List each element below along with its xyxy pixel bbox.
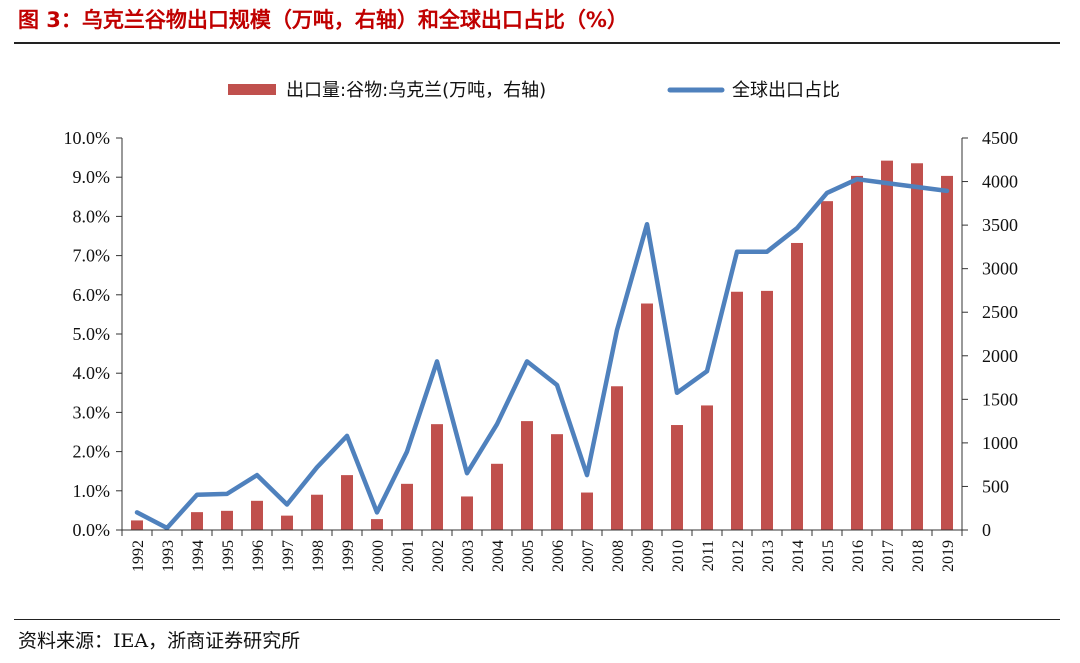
line-series (134, 176, 950, 531)
x-tick-label: 2011 (700, 540, 717, 571)
right-tick-label: 4500 (982, 128, 1018, 148)
x-tick-label: 2009 (640, 540, 657, 572)
left-tick-label: 3.0% (73, 402, 111, 422)
bar-2015 (821, 201, 833, 530)
x-tick-label: 1997 (280, 540, 297, 572)
left-tick-label: 8.0% (73, 206, 111, 226)
legend-label-line: 全球出口占比 (732, 80, 840, 101)
bar-2001 (401, 483, 413, 530)
left-tick-label: 7.0% (73, 246, 111, 266)
legend: 出口量:谷物:乌克兰(万吨，右轴) 全球出口占比 (228, 80, 840, 101)
x-tick-label: 1996 (250, 540, 267, 572)
x-tick-label: 2010 (670, 540, 687, 572)
bar-2007 (581, 492, 593, 530)
bar-2010 (671, 425, 683, 530)
bar-2003 (461, 496, 473, 530)
legend-label-bars: 出口量:谷物:乌克兰(万吨，右轴) (286, 80, 546, 101)
left-tick-label: 9.0% (73, 167, 111, 187)
bar-2008 (611, 386, 623, 530)
bar-2009 (641, 303, 653, 530)
footer-divider (14, 619, 1060, 620)
x-tick-label: 2001 (400, 540, 417, 572)
x-tick-label: 2015 (820, 540, 837, 572)
x-tick-label: 2014 (790, 540, 807, 572)
left-tick-label: 10.0% (64, 128, 111, 148)
legend-swatch-bars (228, 84, 276, 95)
bar-1994 (191, 512, 203, 530)
x-tick-label: 2004 (490, 540, 507, 572)
x-tick-label: 2019 (940, 540, 957, 572)
right-tick-label: 1500 (982, 389, 1018, 409)
right-tick-label: 3000 (982, 259, 1018, 279)
right-tick-label: 500 (982, 476, 1009, 496)
x-tick-label: 2003 (460, 540, 477, 572)
bar-2019 (941, 175, 953, 531)
chart-title: 图 3：乌克兰谷物出口规模（万吨，右轴）和全球出口占比（%） (18, 8, 628, 32)
bar-series (131, 160, 953, 531)
x-tick-label: 2005 (520, 540, 537, 572)
x-tick-label: 2006 (550, 540, 567, 572)
x-tick-label: 2018 (910, 540, 927, 572)
bar-2006 (551, 434, 563, 530)
right-tick-label: 2500 (982, 302, 1018, 322)
right-tick-label: 1000 (982, 433, 1018, 453)
title-divider (14, 42, 1060, 44)
x-tick-label: 2017 (880, 540, 897, 572)
bar-2014 (791, 242, 803, 531)
bar-2002 (431, 424, 443, 530)
bar-2011 (701, 405, 713, 530)
bar-2016 (851, 175, 863, 531)
bar-2005 (521, 421, 533, 530)
right-tick-label: 0 (982, 520, 991, 540)
source-note: 资料来源：IEA，浙商证券研究所 (18, 630, 301, 652)
bar-1999 (341, 475, 353, 530)
share-line (134, 176, 950, 531)
bar-1992 (131, 520, 143, 530)
x-tick-label: 2007 (580, 540, 597, 572)
left-tick-label: 5.0% (73, 324, 111, 344)
x-tick-label: 2012 (730, 540, 747, 572)
bar-1998 (311, 494, 323, 530)
x-tick-label: 2016 (850, 540, 867, 572)
left-tick-label: 0.0% (73, 520, 111, 540)
x-tick-label: 2013 (760, 540, 777, 572)
x-tick-label: 2008 (610, 540, 627, 572)
left-tick-label: 4.0% (73, 363, 111, 383)
bar-2012 (731, 291, 743, 530)
left-tick-label: 2.0% (73, 442, 111, 462)
x-tick-label: 1993 (160, 540, 177, 572)
chart-canvas: 出口量:谷物:乌克兰(万吨，右轴) 全球出口占比 0.0% 1.0% 2.0% 3.0%… (64, 80, 1019, 572)
right-tick-label: 4000 (982, 172, 1018, 192)
bar-1995 (221, 510, 233, 530)
x-tick-label: 1999 (340, 540, 357, 572)
x-tick-label: 1995 (220, 540, 237, 572)
axes: 0.0% 1.0% 2.0% 3.0% 4.0% 5.0% 6.0% 7.0% 8.0% 9.0%… (64, 128, 1019, 572)
right-tick-label: 3500 (982, 215, 1018, 235)
x-tick-label: 1994 (190, 540, 207, 572)
left-tick-label: 1.0% (73, 481, 111, 501)
left-tick-label: 6.0% (73, 285, 111, 305)
bar-2018 (911, 163, 923, 531)
bar-2017 (881, 160, 893, 530)
x-tick-label: 2002 (430, 540, 447, 572)
right-tick-label: 2000 (982, 346, 1018, 366)
x-tick-label: 1998 (310, 540, 327, 572)
bar-2013 (761, 290, 773, 530)
x-tick-label: 2000 (370, 540, 387, 572)
bar-1997 (281, 515, 293, 530)
bar-2000 (371, 519, 383, 530)
x-tick-label: 1992 (130, 540, 147, 572)
bar-1996 (251, 500, 263, 530)
bar-2004 (491, 463, 503, 530)
